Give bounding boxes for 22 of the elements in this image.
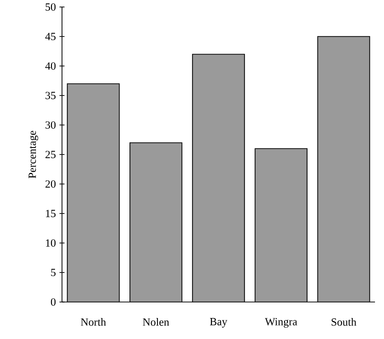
y-tick-label: 0	[50, 298, 56, 306]
y-tick-label: 20	[46, 180, 56, 188]
x-tick-label: Bay	[210, 318, 228, 328]
y-tick-label: 35	[46, 92, 56, 100]
y-axis-title: Percentage	[28, 130, 38, 178]
bar	[67, 84, 120, 302]
y-tick-label: 15	[46, 210, 56, 218]
x-tick-label: Wingra	[264, 318, 298, 328]
y-tick-label: 10	[46, 239, 56, 247]
bar	[130, 142, 182, 302]
x-tick-label: South	[332, 318, 356, 326]
bar	[317, 36, 370, 302]
y-tick-label: 50	[46, 3, 56, 11]
y-tick-label: 30	[46, 121, 56, 129]
y-tick-label: 45	[45, 32, 56, 40]
x-tick-label: North	[80, 318, 106, 326]
y-tick-label: 40	[45, 62, 56, 70]
bar	[255, 148, 308, 302]
x-tick-label: Nolen	[142, 318, 170, 326]
bar	[192, 54, 244, 302]
y-tick-label: 5	[51, 268, 56, 276]
y-tick-label: 25	[46, 150, 56, 158]
